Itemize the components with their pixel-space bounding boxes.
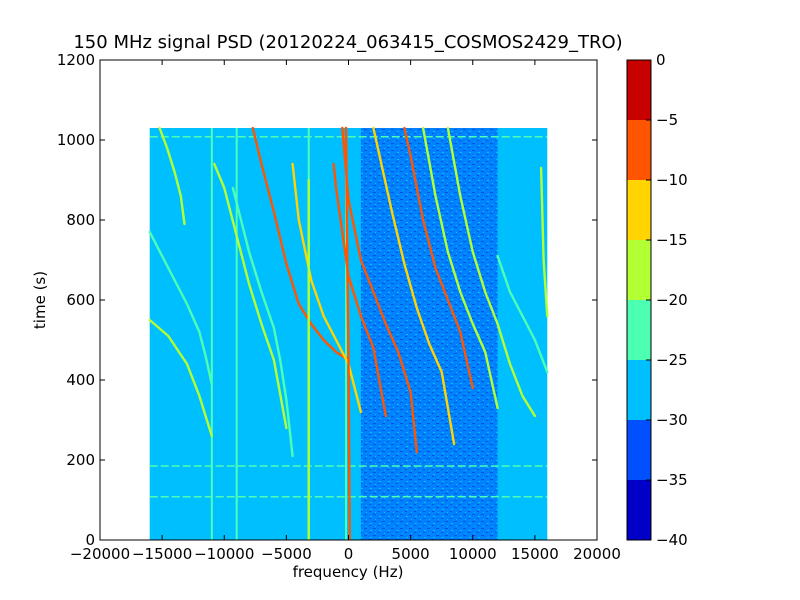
colorbar-segment <box>627 180 651 240</box>
x-tick-label: 20000 <box>573 545 621 563</box>
y-tick-label: 1000 <box>57 131 95 149</box>
colorbar-tick-label: −5 <box>656 111 678 129</box>
plot-area: −20000 −15000 −10000 −5000 0 5000 10000 15000 20… <box>57 51 621 563</box>
x-tick-label: 0 <box>344 545 354 563</box>
heatmap-layer <box>148 126 549 540</box>
doppler-trace-10 <box>403 126 474 390</box>
y-tick-label: 600 <box>66 291 95 309</box>
doppler-trace-9 <box>372 126 456 446</box>
doppler-trace-4 <box>231 186 294 458</box>
x-tick-label: −10000 <box>194 545 254 563</box>
colorbar-tick-label: −10 <box>656 171 688 189</box>
doppler-trace-1 <box>148 230 214 386</box>
doppler-trace-12 <box>446 126 537 418</box>
y-tick-label: 400 <box>66 371 95 389</box>
y-axis-label: time (s) <box>31 271 49 329</box>
x-tick-label: 15000 <box>511 545 559 563</box>
x-axis-label: frequency (Hz) <box>293 563 404 581</box>
y-tick-label: 1200 <box>57 51 95 69</box>
x-tick-label: 5000 <box>392 545 430 563</box>
noise-region <box>360 128 498 540</box>
x-tick-label: −20000 <box>70 545 130 563</box>
colorbar-segment <box>627 300 651 360</box>
doppler-trace-5 <box>251 126 350 362</box>
colorbar-segment <box>627 60 651 120</box>
y-axis-ticks: 0 200 400 600 800 1000 1200 <box>57 51 597 549</box>
x-tick-label: 10000 <box>449 545 497 563</box>
colorbar-tick-label: −40 <box>656 531 688 549</box>
colorbar-tick-label: 0 <box>656 51 666 69</box>
doppler-trace-3 <box>213 162 288 430</box>
x-tick-label: −15000 <box>132 545 192 563</box>
y-tick-label: 200 <box>66 451 95 469</box>
doppler-trace-2 <box>148 318 214 438</box>
x-axis-ticks: −20000 −15000 −10000 −5000 0 5000 10000 15000 20… <box>70 60 621 563</box>
doppler-trace-15 <box>344 126 351 540</box>
colorbar-tick-label: −20 <box>656 291 688 309</box>
y-tick-label: 0 <box>85 531 95 549</box>
colorbar: −40 −35 −30 −25 −20 −15 −10 −5 0 <box>626 51 688 549</box>
doppler-trace-0 <box>158 126 186 226</box>
colorbar-tick-label: −25 <box>656 351 688 369</box>
colorbar-segment <box>627 480 651 540</box>
doppler-trace-11 <box>421 126 499 410</box>
colorbar-tick-label: −30 <box>656 411 688 429</box>
colorbar-segment <box>627 240 651 300</box>
y-tick-label: 800 <box>66 211 95 229</box>
x-tick-label: −5000 <box>261 545 312 563</box>
doppler-trace-8 <box>341 126 418 454</box>
colorbar-tick-label: −35 <box>656 471 688 489</box>
doppler-trace-13 <box>496 254 549 374</box>
colorbar-tick-label: −15 <box>656 231 688 249</box>
colorbar-segment <box>627 120 651 180</box>
colorbar-segment <box>627 360 651 420</box>
doppler-trace-14 <box>539 166 549 318</box>
chart-title: 150 MHz signal PSD (20120224_063415_COSM… <box>73 32 622 53</box>
colorbar-segment <box>627 420 651 480</box>
